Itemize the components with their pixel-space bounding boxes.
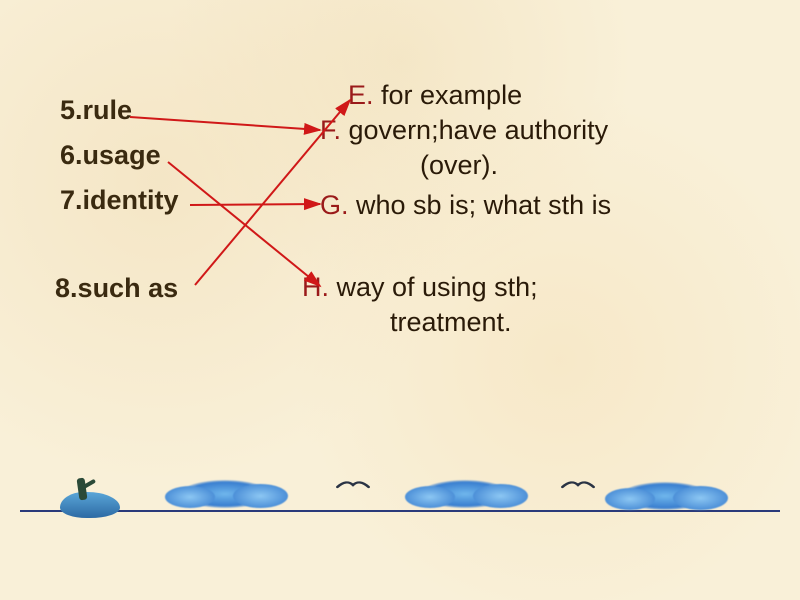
def-F: F. govern;have authority [320,115,608,146]
def-G: G. who sb is; what sth is [320,190,611,221]
def-E-text: for example [374,80,523,110]
def-H: H. way of using sth; [302,272,538,303]
term-7-word: identity [83,185,179,215]
def-E: E. for example [348,80,522,111]
term-6-word: usage [83,140,161,170]
def-H-letter: H. [302,272,329,302]
term-8-num: 8 [55,273,70,303]
def-E-letter: E. [348,80,374,110]
rock-figure-icon [60,478,120,518]
term-5-word: rule [83,95,133,125]
cloud-icon [420,480,510,508]
term-8-word: such as [78,273,179,303]
arrow-identity-to-G [190,204,320,205]
def-F-cont: (over). [420,150,498,181]
divider-line [20,510,780,512]
term-8-such-as: 8.such as [55,273,178,304]
term-6-usage: 6.usage [60,140,161,171]
cloud-icon [180,480,270,508]
def-H-cont-text: treatment. [390,307,512,337]
def-G-letter: G. [320,190,349,220]
def-F-cont-text: (over). [420,150,498,180]
term-7-identity: 7.identity [60,185,179,216]
slide-stage: 5.rule 6.usage 7.identity 8.such as E. f… [0,0,800,600]
term-7-num: 7 [60,185,75,215]
term-6-num: 6 [60,140,75,170]
def-F-letter: F. [320,115,341,145]
bird-icon [336,475,370,498]
def-F-text: govern;have authority [341,115,608,145]
term-5-num: 5 [60,95,75,125]
def-H-text: way of using sth; [329,272,538,302]
def-H-cont: treatment. [390,307,512,338]
term-5-rule: 5.rule [60,95,132,126]
def-G-text: who sb is; what sth is [349,190,612,220]
cloud-icon [620,482,710,510]
bird-icon [561,475,595,498]
arrow-rule-to-F [130,117,320,130]
arrow-usage-to-H [168,162,320,286]
